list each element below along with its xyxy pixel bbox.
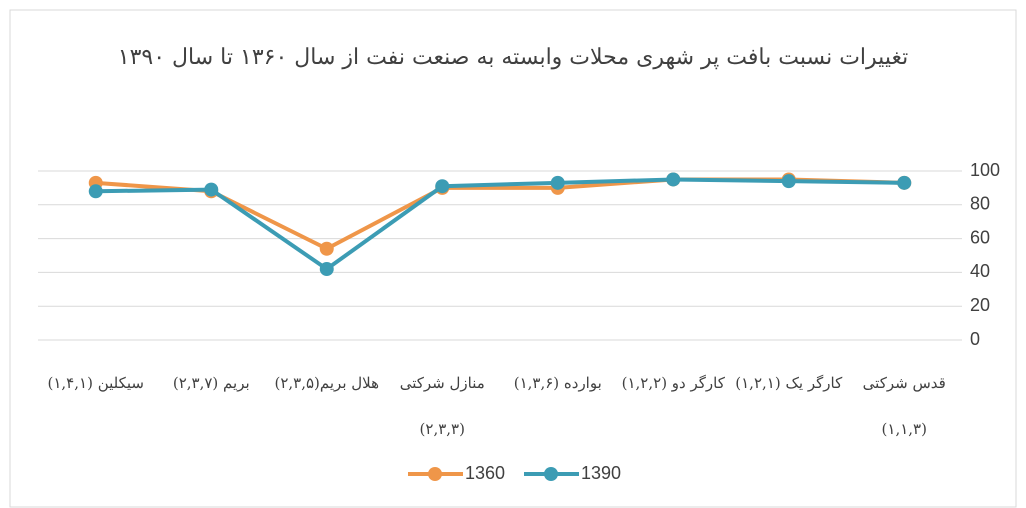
chart: 0 20 40 60 80 100 1360 1390 تغییرات نسبت بافت پ… [0, 0, 1026, 508]
legend-label: 1360 [465, 463, 505, 483]
point [320, 242, 334, 256]
x-tick-label: بریم (۲,۳,۷) [153, 360, 269, 406]
y-tick-label: 60 [970, 227, 990, 247]
x-tick-label: بوارده (۱,۳,۶) [500, 360, 616, 406]
y-tick-label: 80 [970, 194, 990, 214]
y-tick-label: 0 [970, 329, 980, 349]
legend-marker [544, 467, 558, 481]
x-tick-label: سیکلین (۱,۴,۱) [38, 360, 154, 406]
x-tick-label: کارگر یک (۱,۲,۱) [731, 360, 847, 406]
x-tick-label: هلال بریم(۲,۳,۵) [269, 360, 385, 406]
legend-marker [428, 467, 442, 481]
point [897, 176, 911, 190]
x-tick-label: کارگر دو (۱,۲,۲) [615, 360, 731, 406]
y-tick-label: 40 [970, 261, 990, 281]
x-tick-label: قدس شرکتی (۱,۱,۳) [846, 360, 962, 452]
point [204, 183, 218, 197]
chart-title: تغییرات نسبت بافت پر شهری محلات وابسته ب… [113, 32, 913, 84]
point [320, 262, 334, 276]
y-tick-label: 20 [970, 295, 990, 315]
y-tick-label: 100 [970, 160, 1000, 180]
point [551, 176, 565, 190]
point [89, 184, 103, 198]
point [435, 179, 449, 193]
point [666, 172, 680, 186]
point [782, 174, 796, 188]
x-tick-label: منازل شرکتی (۲,۳,۳) [384, 360, 500, 452]
legend-label: 1390 [581, 463, 621, 483]
